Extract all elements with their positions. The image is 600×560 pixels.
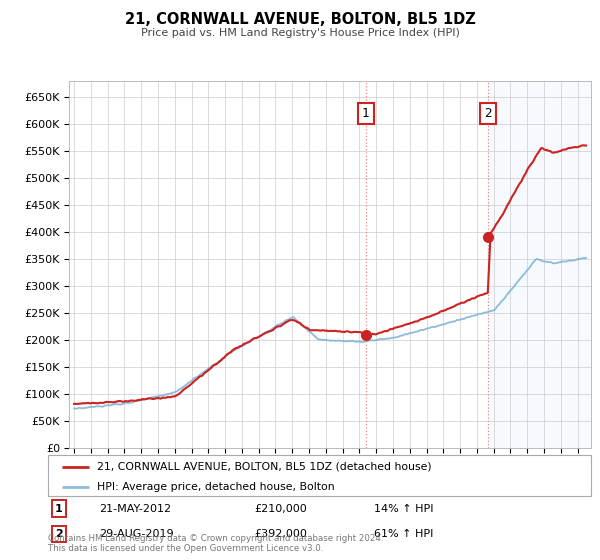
Text: HPI: Average price, detached house, Bolton: HPI: Average price, detached house, Bolt… xyxy=(97,482,334,492)
FancyBboxPatch shape xyxy=(48,455,591,496)
Text: 1: 1 xyxy=(55,503,63,514)
Text: 21-MAY-2012: 21-MAY-2012 xyxy=(100,503,172,514)
Text: 2: 2 xyxy=(484,107,491,120)
Text: 2: 2 xyxy=(55,529,63,539)
Text: 14% ↑ HPI: 14% ↑ HPI xyxy=(374,503,433,514)
Text: 61% ↑ HPI: 61% ↑ HPI xyxy=(374,529,433,539)
Bar xyxy=(488,81,591,448)
Text: £210,000: £210,000 xyxy=(254,503,307,514)
Text: £392,000: £392,000 xyxy=(254,529,307,539)
Text: Price paid vs. HM Land Registry's House Price Index (HPI): Price paid vs. HM Land Registry's House … xyxy=(140,28,460,38)
Text: 21, CORNWALL AVENUE, BOLTON, BL5 1DZ (detached house): 21, CORNWALL AVENUE, BOLTON, BL5 1DZ (de… xyxy=(97,461,431,472)
Text: 21, CORNWALL AVENUE, BOLTON, BL5 1DZ: 21, CORNWALL AVENUE, BOLTON, BL5 1DZ xyxy=(125,12,475,27)
Text: Contains HM Land Registry data © Crown copyright and database right 2024.
This d: Contains HM Land Registry data © Crown c… xyxy=(48,534,383,553)
Text: 29-AUG-2019: 29-AUG-2019 xyxy=(100,529,174,539)
Text: 1: 1 xyxy=(362,107,370,120)
